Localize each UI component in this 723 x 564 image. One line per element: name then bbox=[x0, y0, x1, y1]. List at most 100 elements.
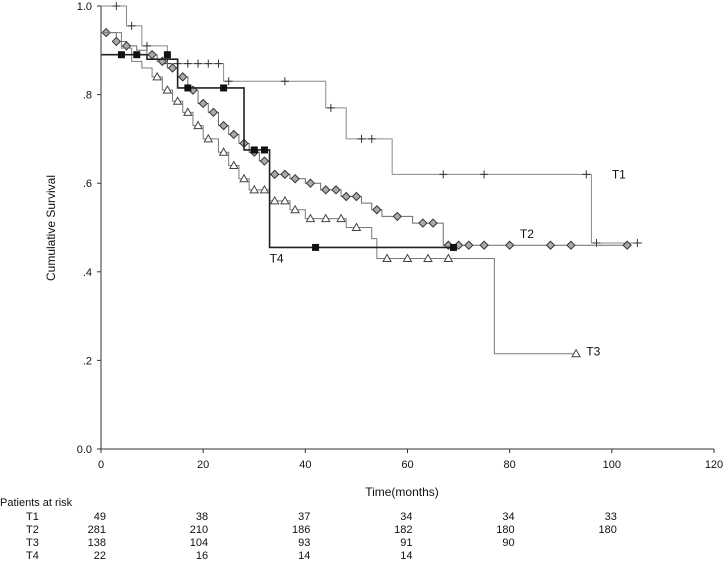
series-T2-censor-marker bbox=[121, 41, 132, 51]
series-T2-censor-marker bbox=[178, 72, 188, 82]
series-T2-censor-marker bbox=[341, 191, 351, 202]
y-tick-label: .6 bbox=[83, 178, 92, 190]
x-tick-label: 80 bbox=[504, 459, 516, 471]
series-T4-censor-marker bbox=[117, 51, 125, 59]
series-T2-censor-marker bbox=[147, 50, 157, 60]
x-tick-label: 20 bbox=[197, 459, 209, 471]
x-axis-label: Time(months) bbox=[365, 485, 439, 499]
series-T2-censor-marker bbox=[428, 218, 438, 228]
x-tick-label: 40 bbox=[299, 459, 311, 471]
series-T2-censor-marker bbox=[321, 185, 331, 195]
series-T2-censor-marker bbox=[167, 63, 178, 73]
series-T1-censor-marker bbox=[112, 2, 121, 10]
series-T1 bbox=[101, 2, 643, 248]
curve-label-T1: T1 bbox=[612, 167, 626, 181]
series-T2-censor-marker bbox=[479, 240, 489, 250]
series-T2-censor-marker bbox=[351, 191, 362, 202]
series-T3-censor-marker bbox=[443, 253, 454, 263]
series-T3-censor-marker bbox=[259, 184, 270, 194]
series-T2-censor-marker bbox=[545, 240, 556, 250]
series-T3-censor-marker bbox=[269, 195, 280, 205]
series-T3-censor-marker bbox=[172, 96, 183, 105]
series-T2-censor-marker bbox=[504, 240, 515, 250]
series-T2-censor-marker bbox=[280, 169, 290, 180]
series-T3-censor-marker bbox=[351, 222, 362, 231]
series-T1-censor-marker bbox=[280, 77, 289, 86]
series-T4-censor-marker bbox=[184, 84, 192, 92]
y-tick-label: 0.0 bbox=[77, 444, 92, 456]
series-T3-censor-marker bbox=[382, 253, 392, 263]
curve-label-T4: T4 bbox=[270, 252, 284, 266]
y-tick-label: .2 bbox=[83, 355, 92, 367]
tick-labels: 0 20 40 60 80 100 120 0.0 .2 .4 .6 .8 1.0 bbox=[77, 1, 723, 471]
curve-label-T2: T2 bbox=[520, 227, 534, 241]
series-T2-censor-marker bbox=[331, 185, 341, 195]
y-axis-label: Cumulative Survival bbox=[44, 175, 58, 281]
series-T3-censor-marker bbox=[571, 348, 581, 358]
series-T1-censor-marker bbox=[367, 134, 376, 143]
series-T2-censor-marker bbox=[305, 178, 316, 188]
series-line-T4 bbox=[101, 53, 454, 249]
y-tick-label: .4 bbox=[83, 267, 92, 279]
series-T2-censor-marker bbox=[418, 218, 428, 228]
series-T1-censor-marker bbox=[592, 239, 601, 248]
series-T1-censor-marker bbox=[633, 239, 642, 248]
series-T1-censor-marker bbox=[214, 59, 223, 68]
series-T2-censor-marker bbox=[372, 205, 382, 215]
series-T1-censor-marker bbox=[142, 41, 151, 50]
series-T1-censor-marker bbox=[480, 170, 489, 179]
series-T2-censor-marker bbox=[453, 240, 464, 250]
series-T2-censor-marker bbox=[208, 107, 219, 118]
x-tick-label: 120 bbox=[705, 459, 723, 471]
series-T4-censor-marker bbox=[163, 51, 171, 59]
series-T3-censor-marker bbox=[203, 133, 214, 143]
series-T2-censor-marker bbox=[229, 129, 239, 140]
series-T3-censor-marker bbox=[218, 147, 229, 156]
plot-area bbox=[101, 2, 643, 358]
series-T3-censor-marker bbox=[239, 173, 249, 183]
series-T4-censor-marker bbox=[250, 146, 258, 154]
series-T2-censor-marker bbox=[259, 156, 270, 166]
series-T3-censor-marker bbox=[162, 85, 173, 94]
series-T1-censor-marker bbox=[204, 59, 213, 68]
series-T2-censor-marker bbox=[566, 240, 576, 250]
series-T1-censor-marker bbox=[326, 103, 335, 112]
x-tick-label: 60 bbox=[401, 459, 413, 471]
series-T2-censor-marker bbox=[464, 240, 474, 250]
series-T3-censor-marker bbox=[423, 253, 433, 263]
series-T2-censor-marker bbox=[622, 240, 632, 250]
series-line-T3 bbox=[101, 32, 577, 355]
series-T3-censor-marker bbox=[336, 213, 346, 223]
series-T2-censor-marker bbox=[218, 120, 229, 131]
series-T1-censor-marker bbox=[439, 170, 448, 179]
series-T1-censor-marker bbox=[127, 21, 136, 30]
series-T4-censor-marker bbox=[312, 243, 320, 251]
series-T2-censor-marker bbox=[269, 169, 280, 180]
axes bbox=[100, 6, 714, 450]
series-T3-censor-marker bbox=[305, 213, 316, 223]
series-T2-censor-marker bbox=[198, 98, 208, 109]
series-T1-censor-marker bbox=[582, 170, 591, 179]
curve-labels: T1 T2 T3 T4 bbox=[270, 167, 627, 358]
series-T3-censor-marker bbox=[402, 253, 413, 263]
series-T2 bbox=[101, 27, 632, 250]
series-T3 bbox=[101, 32, 581, 358]
series-T2-censor-marker bbox=[392, 211, 402, 222]
series-T3-censor-marker bbox=[193, 120, 203, 130]
series-line-T1 bbox=[101, 5, 643, 244]
y-tick-label: 1.0 bbox=[77, 1, 92, 13]
series-T1-censor-marker bbox=[194, 59, 203, 68]
series-T1-censor-marker bbox=[224, 77, 233, 86]
series-T1-censor-marker bbox=[183, 59, 192, 68]
series-T4-censor-marker bbox=[220, 84, 228, 92]
series-T3-censor-marker bbox=[152, 71, 163, 81]
series-T3-censor-marker bbox=[280, 195, 290, 205]
series-T3-censor-marker bbox=[182, 107, 193, 116]
x-tick-label: 100 bbox=[603, 459, 621, 471]
series-T2-censor-marker bbox=[290, 174, 300, 184]
series-T3-censor-marker bbox=[228, 160, 239, 169]
series-T3-censor-marker bbox=[249, 184, 260, 194]
series-T4-censor-marker bbox=[260, 146, 268, 154]
series-T4-censor-marker bbox=[133, 51, 141, 59]
